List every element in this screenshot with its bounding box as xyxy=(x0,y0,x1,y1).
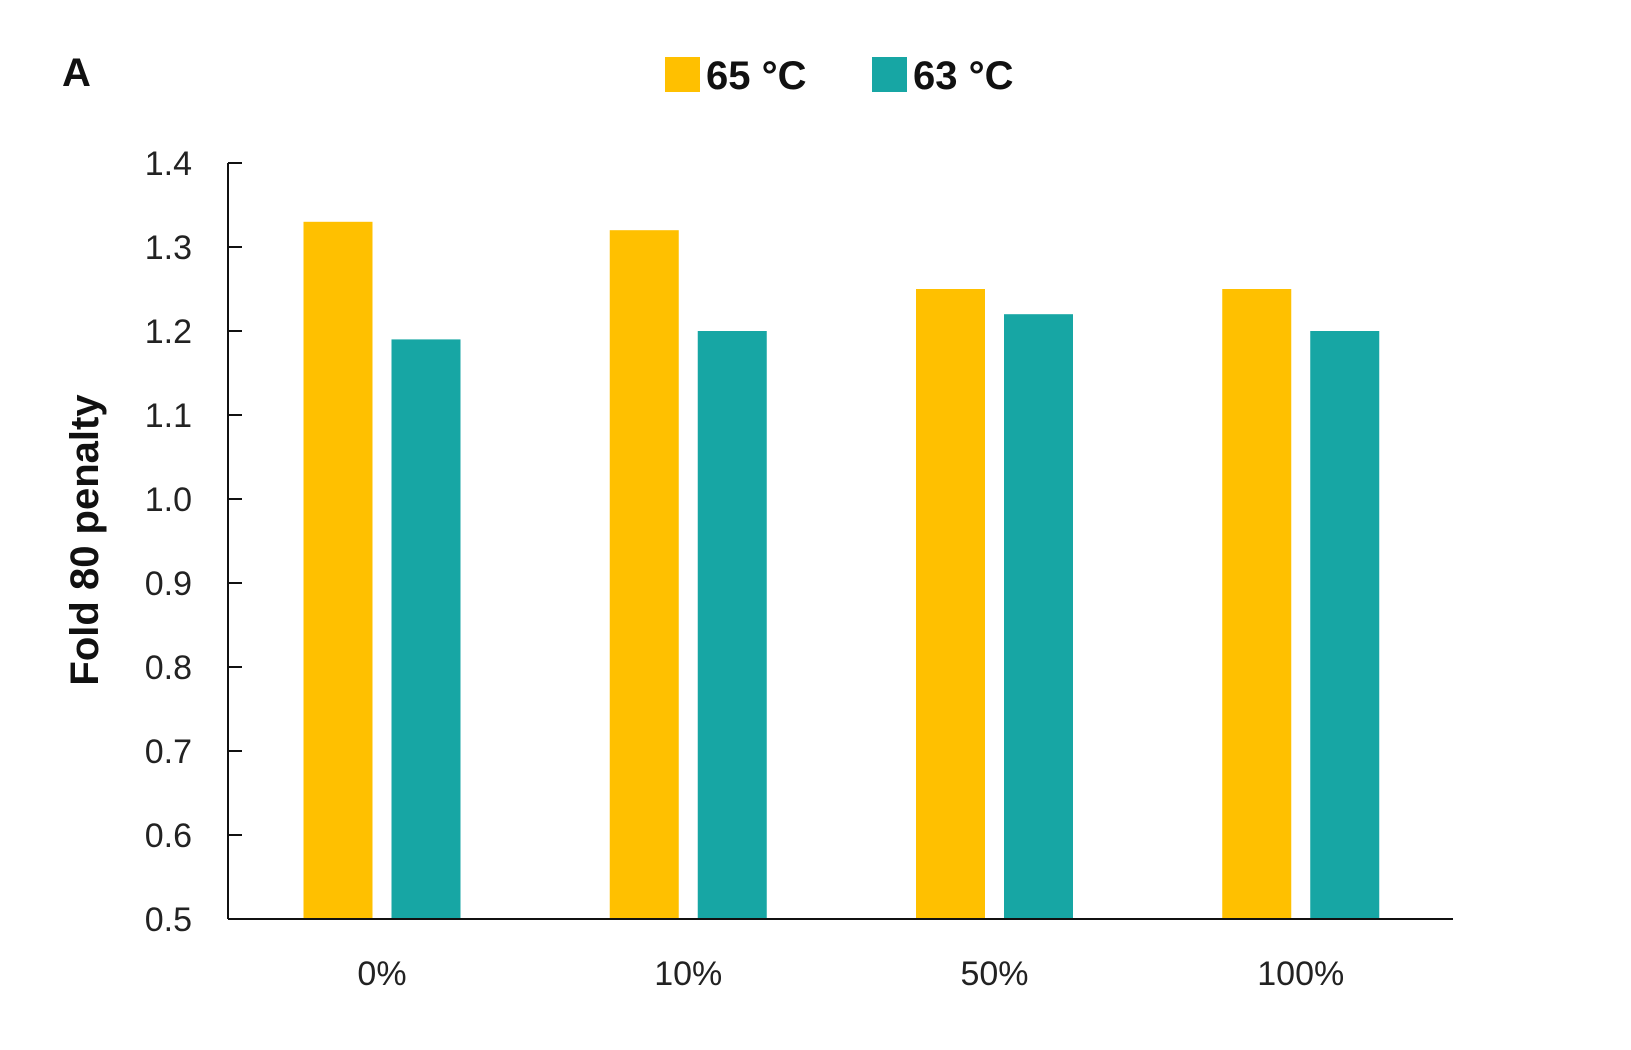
bar-series-1-3 xyxy=(1310,331,1380,919)
y-tick-label: 0.6 xyxy=(145,817,192,855)
legend-swatch-series-1 xyxy=(872,57,907,92)
y-axis-ticks: 0.5 0.6 0.7 0.8 0.9 1.0 1.1 1.2 1.3 1.4 xyxy=(145,145,242,939)
x-category-label: 10% xyxy=(654,955,722,993)
y-tick-label: 1.2 xyxy=(145,313,192,351)
y-tick-label: 1.0 xyxy=(145,481,192,519)
y-tick-label: 1.1 xyxy=(145,397,192,435)
legend-item-series-0: 65 °C xyxy=(665,54,807,98)
legend-label-series-1: 63 °C xyxy=(913,54,1014,98)
x-axis-labels: 0% 10% 50% 100% xyxy=(357,955,1344,993)
bar-series-0-0 xyxy=(303,221,373,920)
y-tick-label: 1.4 xyxy=(145,145,192,183)
y-tick-label: 0.9 xyxy=(145,565,192,603)
y-axis-title: Fold 80 penalty xyxy=(63,394,107,686)
panel-label: A xyxy=(62,51,91,95)
y-tick-label: 0.5 xyxy=(145,901,192,939)
legend: 65 °C 63 °C xyxy=(665,54,1014,98)
x-category-label: 100% xyxy=(1257,955,1344,993)
bars-group xyxy=(303,221,1380,920)
bar-series-0-3 xyxy=(1222,289,1292,919)
legend-item-series-1: 63 °C xyxy=(872,54,1014,98)
legend-label-series-0: 65 °C xyxy=(706,54,807,98)
bar-series-1-2 xyxy=(1004,314,1073,919)
bar-series-1-1 xyxy=(697,331,767,919)
y-tick-label: 1.3 xyxy=(145,229,192,267)
x-category-label: 0% xyxy=(357,955,406,993)
legend-swatch-series-0 xyxy=(665,57,700,92)
y-tick-label: 0.8 xyxy=(145,649,192,687)
x-category-label: 50% xyxy=(960,955,1028,993)
bar-series-0-2 xyxy=(916,289,985,919)
bar-series-0-1 xyxy=(609,230,679,919)
bar-series-1-0 xyxy=(391,339,461,919)
y-tick-label: 0.7 xyxy=(145,733,192,771)
